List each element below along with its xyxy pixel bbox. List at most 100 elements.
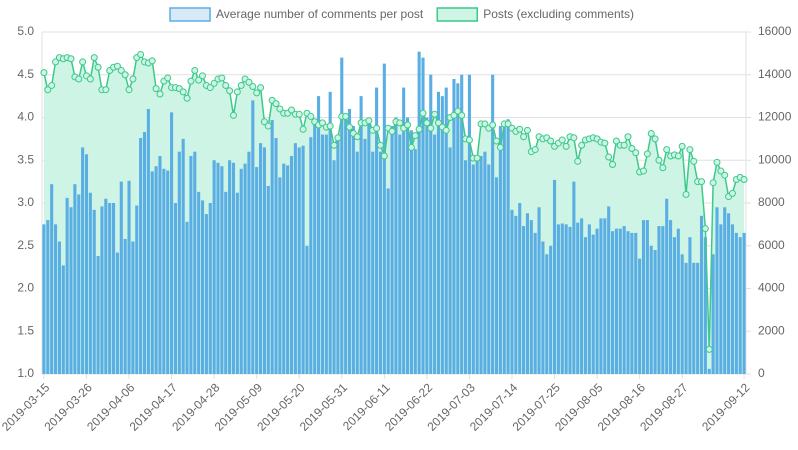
point	[709, 179, 717, 187]
bar	[382, 63, 386, 374]
point	[318, 119, 326, 127]
bar	[502, 126, 506, 374]
y2-tick-label: 14000	[758, 67, 792, 81]
point	[427, 124, 435, 132]
bar	[672, 237, 676, 374]
bar	[96, 256, 100, 374]
bar	[533, 232, 537, 374]
legend-swatch	[169, 7, 211, 22]
point	[643, 150, 651, 158]
bar	[479, 155, 483, 374]
point	[183, 94, 191, 102]
bar	[208, 203, 212, 374]
bar	[255, 167, 259, 374]
bar	[77, 194, 81, 374]
bar	[537, 207, 541, 374]
bar	[738, 237, 742, 374]
bar	[340, 57, 344, 375]
point	[558, 136, 566, 144]
point	[40, 69, 48, 77]
bar	[61, 265, 65, 374]
bar	[580, 218, 584, 374]
bar	[552, 179, 557, 374]
bar	[545, 254, 549, 374]
bar	[707, 368, 711, 374]
bar	[185, 221, 189, 374]
bar	[135, 205, 139, 374]
bar	[471, 164, 475, 374]
bar	[653, 250, 657, 374]
point	[728, 189, 736, 197]
bar	[142, 132, 147, 374]
bar	[57, 241, 61, 374]
bar	[197, 191, 201, 374]
point	[404, 121, 412, 129]
bar	[730, 224, 735, 374]
point	[75, 75, 83, 83]
bar	[614, 228, 618, 374]
bar	[587, 224, 591, 374]
y-tick-label: 2.0	[17, 281, 34, 295]
bar	[626, 231, 630, 374]
point	[365, 117, 373, 125]
point	[222, 81, 230, 89]
bar	[46, 220, 50, 374]
point	[113, 62, 121, 70]
y-tick-label: 4.0	[17, 110, 34, 124]
point	[191, 66, 199, 74]
point	[237, 81, 245, 89]
bar	[170, 112, 174, 375]
bar	[603, 218, 607, 374]
bar	[394, 117, 398, 374]
point	[504, 120, 512, 128]
bar	[189, 155, 193, 374]
point	[249, 83, 257, 91]
bar	[228, 160, 232, 374]
bar	[282, 163, 286, 374]
y-tick-label: 3.5	[17, 152, 34, 166]
point	[431, 110, 439, 118]
bar	[719, 224, 723, 374]
bar	[347, 108, 352, 374]
bar	[715, 207, 719, 374]
point	[330, 141, 338, 149]
point	[686, 146, 694, 154]
bar	[699, 215, 704, 374]
point	[496, 143, 504, 151]
bar	[104, 198, 108, 374]
point	[245, 78, 253, 86]
bar	[320, 134, 324, 374]
bar	[669, 220, 673, 374]
bar	[193, 151, 197, 374]
bar	[572, 181, 576, 374]
point	[396, 119, 404, 127]
point	[210, 79, 218, 87]
bar	[518, 203, 522, 374]
bar	[405, 117, 410, 374]
bar	[247, 151, 251, 374]
point	[415, 125, 423, 133]
point	[260, 118, 268, 126]
point	[67, 55, 75, 63]
bar	[270, 120, 274, 374]
point	[520, 133, 528, 141]
bar	[262, 147, 266, 374]
bar	[723, 207, 727, 374]
bar	[84, 154, 89, 374]
bar	[231, 162, 236, 374]
bar	[452, 79, 456, 375]
point	[264, 122, 272, 130]
bar	[150, 171, 154, 374]
point	[721, 171, 729, 179]
bar	[696, 262, 700, 374]
point	[493, 137, 501, 145]
point	[373, 124, 381, 132]
point	[516, 125, 524, 133]
bar	[305, 245, 309, 374]
point	[257, 84, 265, 92]
bar	[568, 226, 572, 374]
point	[307, 112, 315, 120]
bar	[123, 238, 127, 374]
bar	[371, 151, 375, 374]
bar	[522, 226, 526, 374]
